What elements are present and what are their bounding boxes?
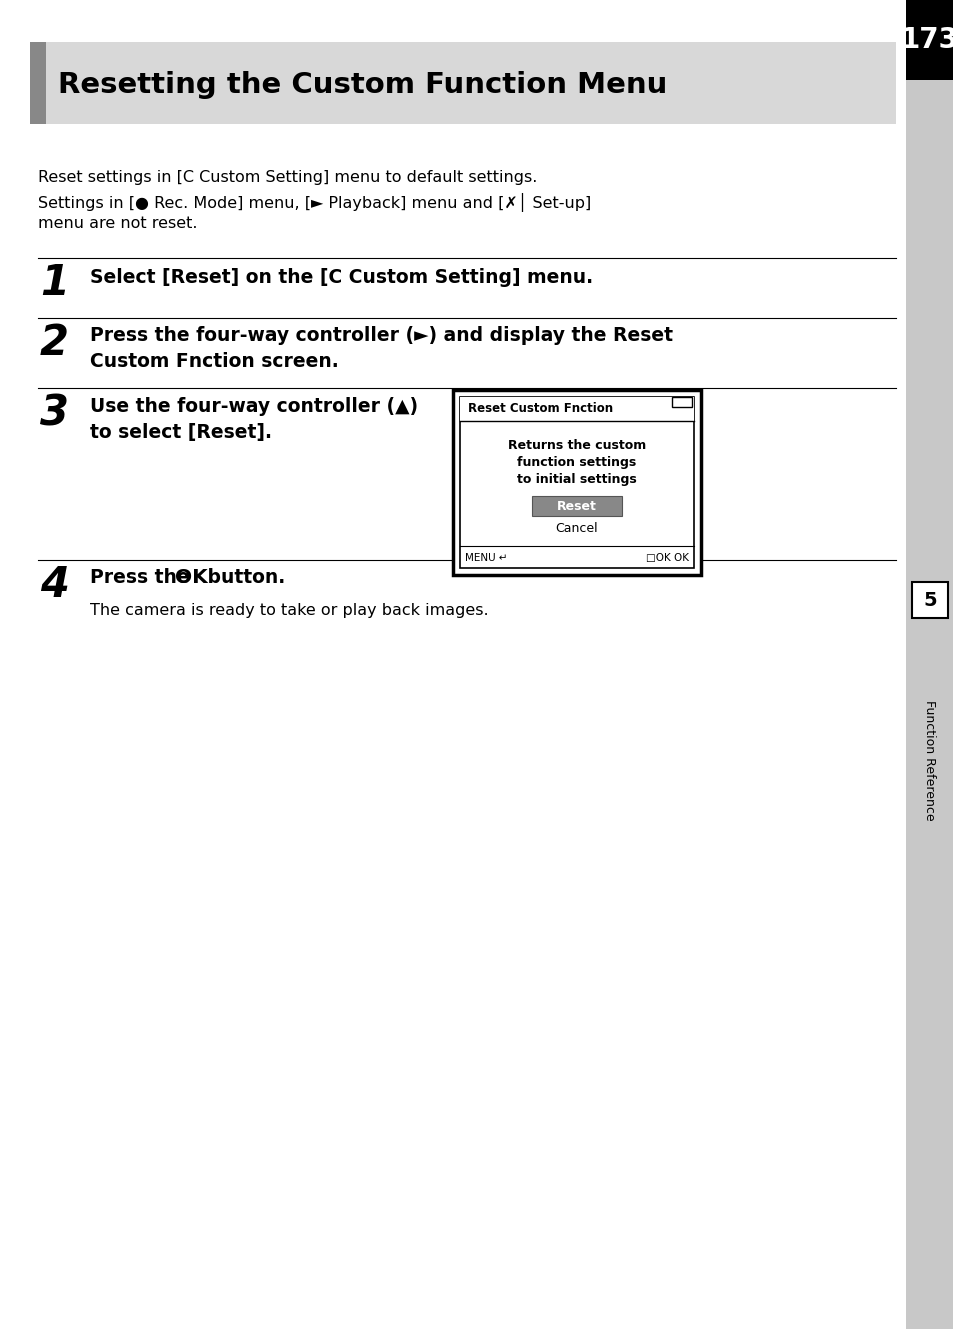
Bar bbox=[671, 397, 691, 407]
Text: 173: 173 bbox=[900, 27, 953, 54]
Text: 4: 4 bbox=[40, 563, 69, 606]
Text: Settings in [● Rec. Mode] menu, [► Playback] menu and [✗│ Set-up]: Settings in [● Rec. Mode] menu, [► Playb… bbox=[38, 193, 591, 213]
Text: The camera is ready to take or play back images.: The camera is ready to take or play back… bbox=[90, 603, 488, 618]
Bar bbox=[453, 389, 700, 575]
Text: Reset: Reset bbox=[557, 500, 597, 513]
Text: Returns the custom: Returns the custom bbox=[507, 439, 645, 452]
Text: Press the: Press the bbox=[90, 567, 196, 587]
Text: Use the four-way controller (▲): Use the four-way controller (▲) bbox=[90, 397, 417, 416]
Text: to initial settings: to initial settings bbox=[517, 473, 637, 486]
Bar bbox=[459, 397, 693, 421]
Text: 1: 1 bbox=[40, 262, 69, 304]
Text: Reset settings in [C Custom Setting] menu to default settings.: Reset settings in [C Custom Setting] men… bbox=[38, 170, 537, 185]
Text: Select [Reset] on the [C Custom Setting] menu.: Select [Reset] on the [C Custom Setting]… bbox=[90, 268, 593, 287]
Text: Function Reference: Function Reference bbox=[923, 699, 936, 820]
Text: OK: OK bbox=[174, 567, 208, 587]
Text: 5: 5 bbox=[923, 590, 936, 610]
Text: MENU ↵: MENU ↵ bbox=[464, 553, 507, 563]
Text: button.: button. bbox=[201, 567, 285, 587]
Text: to select [Reset].: to select [Reset]. bbox=[90, 423, 272, 443]
Text: function settings: function settings bbox=[517, 456, 636, 469]
Bar bbox=[30, 43, 46, 124]
Text: 3: 3 bbox=[40, 392, 69, 435]
Bar bbox=[905, 0, 953, 1329]
Text: Reset Custom Fnction: Reset Custom Fnction bbox=[468, 403, 613, 416]
Text: Press the four-way controller (►) and display the Reset: Press the four-way controller (►) and di… bbox=[90, 326, 672, 346]
Text: Cancel: Cancel bbox=[555, 521, 598, 534]
Text: □OK OK: □OK OK bbox=[645, 553, 688, 563]
Bar bbox=[532, 496, 621, 516]
Text: Custom Fnction screen.: Custom Fnction screen. bbox=[90, 352, 338, 371]
Bar bbox=[30, 43, 895, 124]
Bar bbox=[905, 0, 953, 80]
Text: menu are not reset.: menu are not reset. bbox=[38, 217, 197, 231]
Text: 2: 2 bbox=[40, 322, 69, 364]
Text: Resetting the Custom Function Menu: Resetting the Custom Function Menu bbox=[58, 70, 667, 98]
Bar bbox=[911, 582, 947, 618]
Bar bbox=[459, 397, 693, 567]
